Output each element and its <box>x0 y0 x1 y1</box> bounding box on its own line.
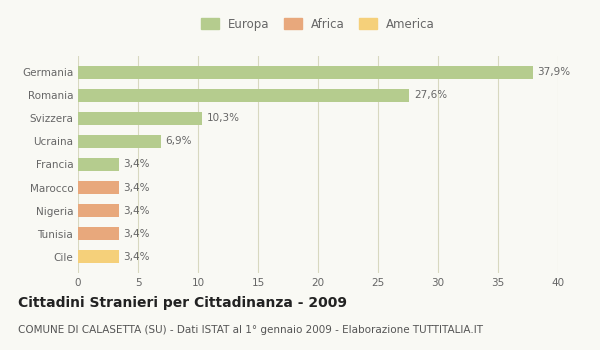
Bar <box>78 135 161 148</box>
Text: 3,4%: 3,4% <box>124 229 150 239</box>
Bar <box>78 228 119 240</box>
Bar <box>78 158 119 171</box>
Text: 6,9%: 6,9% <box>166 136 192 146</box>
Legend: Europa, Africa, America: Europa, Africa, America <box>197 14 439 34</box>
Text: 3,4%: 3,4% <box>124 160 150 169</box>
Text: 27,6%: 27,6% <box>414 90 447 100</box>
Text: 3,4%: 3,4% <box>124 206 150 216</box>
Text: 3,4%: 3,4% <box>124 183 150 193</box>
Text: 10,3%: 10,3% <box>206 113 239 123</box>
Text: COMUNE DI CALASETTA (SU) - Dati ISTAT al 1° gennaio 2009 - Elaborazione TUTTITAL: COMUNE DI CALASETTA (SU) - Dati ISTAT al… <box>18 325 483 335</box>
Text: 37,9%: 37,9% <box>538 67 571 77</box>
Bar <box>78 204 119 217</box>
Text: Cittadini Stranieri per Cittadinanza - 2009: Cittadini Stranieri per Cittadinanza - 2… <box>18 296 347 310</box>
Bar <box>78 181 119 194</box>
Text: 3,4%: 3,4% <box>124 252 150 262</box>
Bar <box>78 112 202 125</box>
Bar <box>78 66 533 78</box>
Bar <box>78 251 119 263</box>
Bar <box>78 89 409 102</box>
